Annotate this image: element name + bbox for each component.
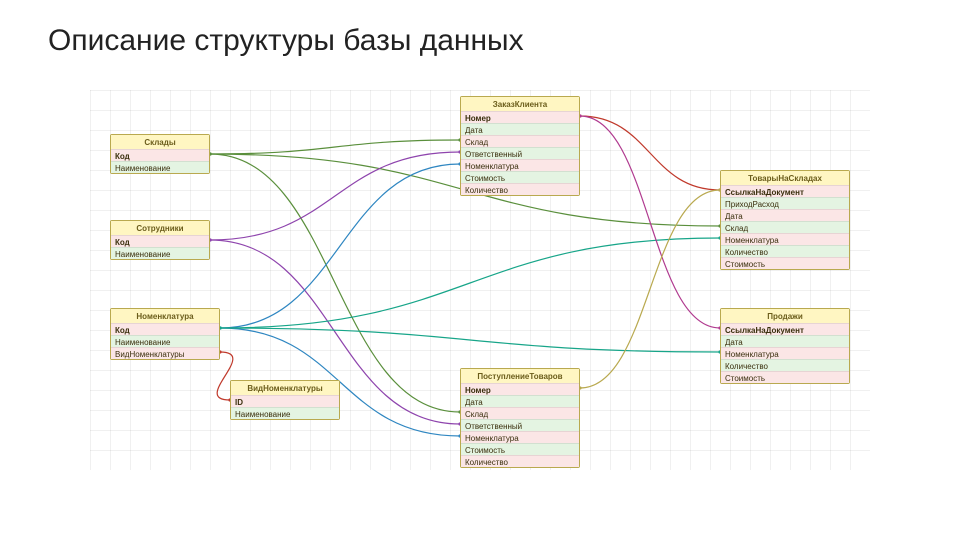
page-title: Описание структуры базы данных [48, 24, 524, 58]
table-tovary[interactable]: ТоварыНаСкладахСсылкаНаДокументПриходРас… [720, 170, 850, 270]
edge [220, 238, 720, 328]
table-prodazhi[interactable]: ПродажиСсылкаНаДокументДатаНоменклатураК… [720, 308, 850, 384]
table-header: ВидНоменклатуры [231, 381, 339, 395]
edge [210, 152, 460, 240]
table-field: ПриходРасход [721, 197, 849, 209]
table-field: Ответственный [461, 419, 579, 431]
table-header: Номенклатура [111, 309, 219, 323]
table-field: СсылкаНаДокумент [721, 185, 849, 197]
table-header: Сотрудники [111, 221, 209, 235]
table-field: Наименование [111, 247, 209, 259]
table-header: ПоступлениеТоваров [461, 369, 579, 383]
table-field: Количество [461, 183, 579, 195]
table-field: СсылкаНаДокумент [721, 323, 849, 335]
table-zakaz[interactable]: ЗаказКлиентаНомерДатаСкладОтветственныйН… [460, 96, 580, 196]
table-field: Склад [461, 135, 579, 147]
edge [220, 164, 460, 328]
table-postuplenie[interactable]: ПоступлениеТоваровНомерДатаСкладОтветств… [460, 368, 580, 468]
table-field: Номенклатура [721, 347, 849, 359]
table-vidnomen[interactable]: ВидНоменклатурыIDНаименование [230, 380, 340, 420]
table-field: Наименование [111, 161, 209, 173]
table-field: Дата [461, 123, 579, 135]
table-header: Склады [111, 135, 209, 149]
table-sotrudniki[interactable]: СотрудникиКодНаименование [110, 220, 210, 260]
table-field: Количество [721, 359, 849, 371]
table-field: Склад [721, 221, 849, 233]
table-field: Стоимость [721, 371, 849, 383]
edge [210, 140, 460, 154]
table-field: Дата [721, 209, 849, 221]
table-field: Номенклатура [461, 431, 579, 443]
table-field: Код [111, 149, 209, 161]
table-field: Код [111, 323, 219, 335]
table-field: ID [231, 395, 339, 407]
table-sklady[interactable]: СкладыКодНаименование [110, 134, 210, 174]
table-field: Номенклатура [461, 159, 579, 171]
table-header: Продажи [721, 309, 849, 323]
diagram-canvas: СкладыКодНаименованиеСотрудникиКодНаимен… [90, 90, 870, 470]
table-header: ЗаказКлиента [461, 97, 579, 111]
table-field: Стоимость [461, 171, 579, 183]
table-field: Номер [461, 111, 579, 123]
edge [580, 116, 720, 190]
table-nomenklatura[interactable]: НоменклатураКодНаименованиеВидНоменклату… [110, 308, 220, 360]
table-field: Стоимость [461, 443, 579, 455]
edge [220, 328, 720, 352]
table-field: Количество [461, 455, 579, 467]
table-field: Склад [461, 407, 579, 419]
table-field: Стоимость [721, 257, 849, 269]
table-field: Количество [721, 245, 849, 257]
edge [210, 154, 460, 412]
table-field: Дата [721, 335, 849, 347]
table-field: Ответственный [461, 147, 579, 159]
edge [580, 116, 720, 328]
table-field: Номенклатура [721, 233, 849, 245]
table-field: Дата [461, 395, 579, 407]
table-field: Номер [461, 383, 579, 395]
table-field: ВидНоменклатуры [111, 347, 219, 359]
table-field: Наименование [231, 407, 339, 419]
table-field: Код [111, 235, 209, 247]
table-header: ТоварыНаСкладах [721, 171, 849, 185]
table-field: Наименование [111, 335, 219, 347]
